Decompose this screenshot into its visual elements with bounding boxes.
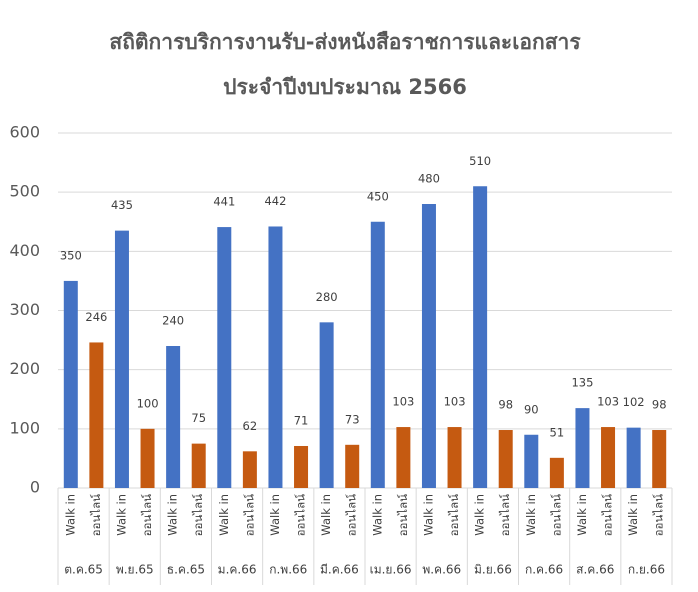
bar — [601, 427, 616, 488]
series-label: Walk in — [421, 494, 435, 536]
data-label: 442 — [264, 194, 286, 208]
series-label: ออนไลน์ — [549, 494, 563, 537]
data-label: 103 — [444, 395, 466, 409]
bar — [626, 427, 641, 488]
data-label: 280 — [316, 290, 338, 304]
x-tick-label: พ.ย.65 — [116, 563, 154, 577]
series-label: Walk in — [473, 494, 487, 536]
y-tick-label: 500 — [9, 182, 40, 201]
bar — [575, 408, 590, 488]
series-label: ออนไลน์ — [601, 494, 615, 537]
x-tick-label: มิ.ย.66 — [474, 563, 512, 577]
x-tick-label: พ.ค.66 — [422, 563, 461, 577]
chart-title: ประจำปีงบประมาณ 2566 — [223, 75, 467, 99]
x-tick-label: ต.ค.65 — [64, 563, 103, 577]
data-label: 90 — [524, 402, 539, 416]
series-label: ออนไลน์ — [140, 494, 154, 537]
data-label: 103 — [597, 395, 619, 409]
series-label: ออนไลน์ — [498, 494, 512, 537]
x-tick-label: ก.ย.66 — [628, 563, 665, 577]
bar — [242, 451, 257, 488]
series-label: Walk in — [319, 494, 333, 536]
bar — [114, 230, 129, 488]
bar — [140, 428, 155, 488]
x-tick-label: ก.ค.66 — [525, 563, 563, 577]
y-tick-label: 400 — [9, 241, 40, 260]
bar — [191, 443, 206, 488]
bar — [549, 457, 564, 488]
series-label: ออนไลน์ — [396, 494, 410, 537]
bar — [524, 434, 539, 488]
data-label: 75 — [191, 411, 206, 425]
bar — [498, 430, 513, 488]
data-label: 100 — [137, 396, 159, 410]
bar — [319, 322, 334, 488]
bar — [63, 280, 78, 488]
data-label: 73 — [345, 412, 360, 426]
x-tick-label: ม.ค.66 — [218, 563, 257, 577]
x-tick-label: เม.ย.66 — [370, 563, 412, 577]
data-label: 98 — [498, 398, 513, 412]
series-label: Walk in — [626, 494, 640, 536]
bar — [396, 427, 411, 488]
data-label: 103 — [392, 395, 414, 409]
data-label: 450 — [367, 189, 389, 203]
y-tick-label: 200 — [9, 359, 40, 378]
data-label: 51 — [550, 425, 565, 439]
bar — [447, 427, 462, 488]
series-label: ออนไลน์ — [294, 494, 308, 537]
series-label: ออนไลน์ — [89, 494, 103, 537]
series-label: Walk in — [166, 494, 180, 536]
data-label: 98 — [652, 398, 667, 412]
x-tick-label: ธ.ค.65 — [167, 563, 205, 577]
y-tick-label: 0 — [30, 478, 40, 497]
y-tick-label: 300 — [9, 300, 40, 319]
data-label: 246 — [85, 310, 107, 324]
series-label: ออนไลน์ — [242, 494, 256, 537]
bar — [166, 346, 181, 488]
series-label: Walk in — [63, 494, 77, 536]
y-tick-label: 100 — [9, 418, 40, 437]
series-label: ออนไลน์ — [345, 494, 359, 537]
data-label: 240 — [162, 314, 184, 328]
data-label: 350 — [60, 248, 82, 262]
data-label: 435 — [111, 198, 133, 212]
x-tick-label: ส.ค.66 — [576, 563, 614, 577]
data-label: 135 — [571, 376, 593, 390]
bar — [89, 342, 104, 488]
data-label: 510 — [469, 154, 491, 168]
bar — [268, 226, 283, 488]
series-label: Walk in — [268, 494, 282, 536]
bar — [345, 444, 360, 488]
bar — [294, 445, 309, 488]
series-label: ออนไลน์ — [447, 494, 461, 537]
bar — [473, 186, 488, 488]
data-label: 441 — [213, 195, 235, 209]
bar — [652, 430, 667, 488]
data-label: 480 — [418, 172, 440, 186]
chart-title: สถิติการบริการงานรับ-ส่งหนังสือราชการและ… — [109, 30, 581, 54]
bar — [421, 204, 436, 488]
series-label: Walk in — [114, 494, 128, 536]
series-label: ออนไลน์ — [652, 494, 666, 537]
series-label: Walk in — [370, 494, 384, 536]
x-tick-label: ก.พ.66 — [269, 563, 307, 577]
series-label: ออนไลน์ — [191, 494, 205, 537]
data-label: 71 — [294, 413, 309, 427]
series-label: Walk in — [217, 494, 231, 536]
data-label: 62 — [243, 419, 258, 433]
y-tick-label: 600 — [9, 123, 40, 142]
data-label: 102 — [623, 395, 645, 409]
x-tick-label: มี.ค.66 — [320, 563, 359, 577]
bar — [370, 221, 385, 488]
bar — [217, 227, 232, 488]
series-label: Walk in — [524, 494, 538, 536]
series-label: Walk in — [575, 494, 589, 536]
